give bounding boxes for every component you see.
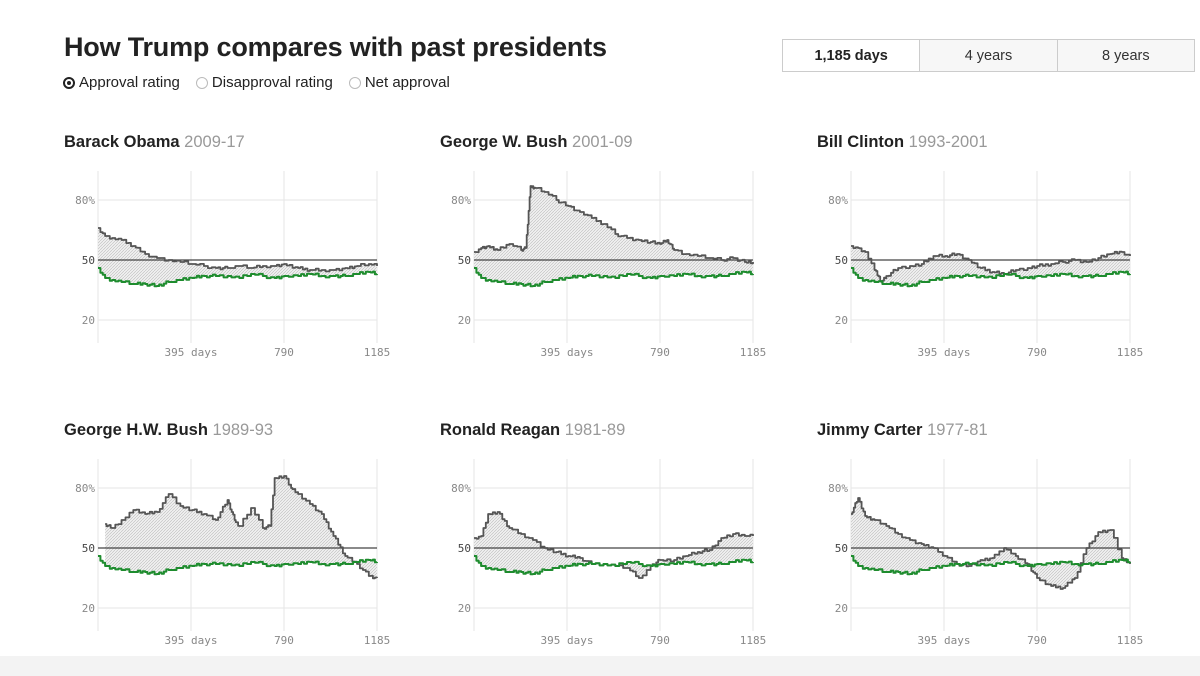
panel-title: George W. Bush 2001-09 [440, 133, 633, 152]
president-approval-line [474, 185, 754, 265]
president-approval-line [851, 245, 1131, 283]
radio-label: Approval rating [79, 74, 180, 91]
radio-label: Disapproval rating [211, 74, 333, 91]
chart-panel-gw-bush: George W. Bush 2001-09 80% 50 20 395 days 79… [440, 133, 780, 373]
x-tick-label: 790 [1027, 634, 1047, 647]
y-tick-label: 80% [451, 194, 471, 207]
president-years: 2009-17 [184, 133, 245, 151]
x-tick-label: 1185 [1117, 346, 1144, 359]
radio-net-approval[interactable]: Net approval [348, 74, 450, 91]
chart-panel-obama: Barack Obama 2009-17 80% 50 20 395 days 790 1… [64, 133, 404, 373]
x-tick-label: 1185 [1117, 634, 1144, 647]
radio-empty-icon [348, 76, 361, 89]
x-tick-label: 395 days [918, 346, 971, 359]
trump-approval-line [851, 555, 1131, 576]
x-tick-label: 790 [1027, 346, 1047, 359]
trump-approval-line [474, 555, 754, 576]
y-tick-label: 80% [451, 482, 471, 495]
x-tick-label: 395 days [165, 346, 218, 359]
x-tick-label: 1185 [364, 346, 391, 359]
y-tick-label: 80% [75, 482, 95, 495]
x-tick-label: 790 [650, 346, 670, 359]
y-tick-label: 20 [458, 602, 471, 615]
toggle-1185-days[interactable]: 1,185 days [783, 40, 920, 71]
difference-shading [851, 246, 1130, 286]
chart-panel-clinton: Bill Clinton 1993-2001 80% 50 20 395 days 79… [817, 133, 1157, 373]
trump-approval-line [474, 267, 754, 288]
x-tick-label: 790 [274, 634, 294, 647]
chart-panel-ghw-bush: George H.W. Bush 1989-93 80% 50 20 395 days… [64, 421, 404, 661]
approval-chart: 80% 50 20 395 days 790 1185 [451, 459, 767, 647]
y-tick-label: 20 [82, 602, 95, 615]
y-tick-label: 50 [835, 254, 848, 267]
approval-chart: 80% 50 20 395 days 790 1185 [75, 459, 391, 647]
footer-strip [0, 656, 1200, 676]
difference-shading [474, 512, 753, 578]
radio-approval[interactable]: Approval rating [63, 74, 180, 91]
x-tick-label: 395 days [918, 634, 971, 647]
radio-empty-icon [195, 76, 208, 89]
president-approval-line [105, 475, 378, 580]
president-years: 1993-2001 [908, 133, 988, 151]
x-tick-label: 395 days [541, 634, 594, 647]
x-tick-label: 1185 [740, 634, 767, 647]
president-approval-line [851, 497, 1131, 590]
y-tick-label: 80% [828, 482, 848, 495]
x-tick-label: 1185 [740, 346, 767, 359]
president-name: George H.W. Bush [64, 421, 208, 439]
y-tick-label: 50 [458, 254, 471, 267]
president-name: Barack Obama [64, 133, 180, 151]
y-tick-label: 50 [835, 542, 848, 555]
difference-shading [851, 498, 1130, 589]
timespan-toggle: 1,185 days 4 years 8 years [782, 39, 1195, 72]
y-tick-label: 20 [458, 314, 471, 327]
approval-chart: 80% 50 20 395 days 790 1185 [828, 459, 1144, 647]
y-tick-label: 50 [82, 254, 95, 267]
president-name: Bill Clinton [817, 133, 905, 151]
approval-chart: 80% 50 20 395 days 790 1185 [75, 171, 391, 359]
x-tick-label: 1185 [364, 634, 391, 647]
page-title: How Trump compares with past presidents [64, 32, 607, 62]
x-tick-label: 395 days [541, 346, 594, 359]
y-tick-label: 80% [75, 194, 95, 207]
toggle-8-years[interactable]: 8 years [1056, 40, 1194, 71]
president-name: George W. Bush [440, 133, 568, 151]
y-tick-label: 20 [82, 314, 95, 327]
approval-chart: 80% 50 20 395 days 790 1185 [828, 171, 1144, 359]
radio-selected-icon [63, 76, 75, 89]
difference-shading [474, 186, 753, 286]
panel-title: Jimmy Carter 1977-81 [817, 421, 988, 440]
president-approval-line [98, 227, 378, 273]
x-tick-label: 790 [274, 346, 294, 359]
chart-panel-carter: Jimmy Carter 1977-81 80% 50 20 395 days 790 1… [817, 421, 1157, 661]
chart-panel-reagan: Ronald Reagan 1981-89 80% 50 20 395 days 790… [440, 421, 780, 661]
x-tick-label: 790 [650, 634, 670, 647]
metric-radio-group: Approval rating Disapproval rating Net a… [63, 74, 450, 91]
radio-disapproval[interactable]: Disapproval rating [195, 74, 333, 91]
president-name: Ronald Reagan [440, 421, 561, 439]
y-tick-label: 50 [458, 542, 471, 555]
toggle-4-years[interactable]: 4 years [919, 40, 1056, 71]
president-years: 1977-81 [927, 421, 988, 439]
x-tick-label: 395 days [165, 634, 218, 647]
panel-title: Barack Obama 2009-17 [64, 133, 245, 152]
trump-approval-line [851, 267, 1131, 288]
y-tick-label: 20 [835, 602, 848, 615]
y-tick-label: 20 [835, 314, 848, 327]
trump-approval-line [98, 267, 378, 288]
approval-chart: 80% 50 20 395 days 790 1185 [451, 171, 767, 359]
trump-approval-line [98, 555, 378, 576]
radio-label: Net approval [364, 74, 450, 91]
panel-title: Ronald Reagan 1981-89 [440, 421, 625, 440]
y-tick-label: 80% [828, 194, 848, 207]
president-years: 2001-09 [572, 133, 633, 151]
president-name: Jimmy Carter [817, 421, 923, 439]
president-years: 1989-93 [212, 421, 274, 439]
panel-title: Bill Clinton 1993-2001 [817, 133, 988, 152]
president-years: 1981-89 [564, 421, 626, 439]
y-tick-label: 50 [82, 542, 95, 555]
panel-title: George H.W. Bush 1989-93 [64, 421, 273, 440]
